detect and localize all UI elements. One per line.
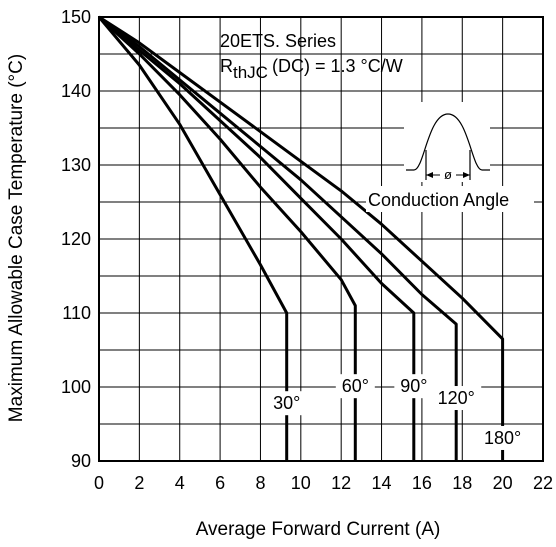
y-tick-label: 140 (61, 81, 91, 101)
x-tick-label: 6 (215, 473, 225, 493)
x-tick-label: 14 (372, 473, 392, 493)
y-axis-label: Maximum Allowable Case Temperature (°C) (6, 54, 27, 422)
y-tick-label: 110 (62, 303, 91, 323)
x-tick-label: 20 (493, 473, 513, 493)
series-label-bg (394, 374, 434, 399)
x-tick-label: 18 (452, 473, 472, 493)
conduction-angle-label-bg (366, 186, 534, 212)
arrowhead-right-icon (463, 172, 470, 178)
series-label-bg (431, 386, 482, 411)
y-tick-label: 120 (61, 229, 91, 249)
arrowhead-left-icon (426, 172, 433, 178)
waveform-icon (406, 113, 490, 171)
series-label-bg (335, 374, 375, 399)
conduction-angle-diagram: ø Conduction Angle (366, 102, 534, 212)
series-labels: 30° 60° 90° 120° 180° (267, 374, 528, 450)
rth-subscript: thJC (233, 63, 268, 82)
x-tick-label: 8 (255, 473, 265, 493)
series-label: 90° (400, 376, 427, 396)
x-axis-label: Average Forward Current (A) (196, 519, 441, 540)
series-line (97, 15, 357, 461)
y-tick-label: 100 (61, 377, 91, 397)
y-tick-label: 150 (61, 7, 91, 27)
angle-symbol: ø (444, 167, 452, 182)
series-line (98, 15, 416, 461)
series-label: 30° (273, 393, 300, 413)
y-tick-label: 130 (61, 155, 91, 175)
rth-annotation: RthJC (DC) = 1.3 °C/W (220, 56, 403, 82)
plot-frame (98, 16, 544, 462)
conduction-angle-label: Conduction Angle (368, 190, 509, 210)
x-tick-label: 4 (175, 473, 185, 493)
series-lines (97, 15, 505, 461)
series-label-bg (477, 425, 528, 450)
rth-prefix: R (220, 56, 233, 76)
series-line (98, 15, 458, 461)
series-line (98, 15, 505, 461)
series-label: 60° (342, 376, 369, 396)
rth-suffix: (DC) = 1.3 °C/W (272, 56, 403, 76)
series-label-bg (267, 391, 307, 416)
series-label: 180° (484, 428, 521, 448)
conduction-angle-box (404, 102, 490, 182)
y-tick-label: 90 (71, 451, 91, 471)
series-name-annotation: 20ETS. Series (220, 31, 336, 51)
x-tick-label: 16 (412, 473, 432, 493)
x-tick-label: 2 (134, 473, 144, 493)
x-tick-label: 10 (291, 473, 311, 493)
x-tick-label: 12 (331, 473, 351, 493)
x-tick-label: 22 (533, 473, 553, 493)
tick-labels: 0 2 4 6 8 10 12 14 16 18 20 22 90 100 110 120 130 140 150 (61, 7, 553, 493)
series-label: 120° (438, 388, 475, 408)
x-tick-label: 0 (94, 473, 104, 493)
series-line (97, 16, 289, 461)
